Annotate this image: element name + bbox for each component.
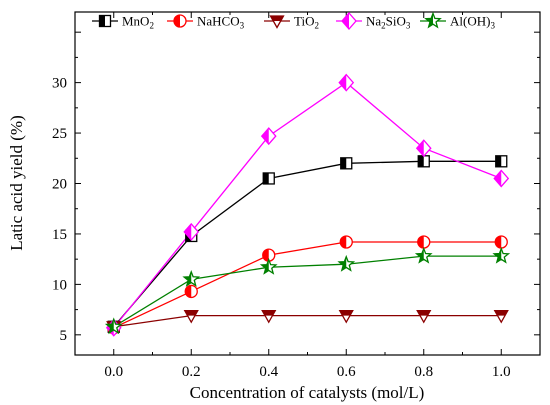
data-point-1-4	[417, 235, 431, 249]
data-point-4-0	[104, 317, 123, 335]
series-line-0	[113, 160, 502, 328]
y-tick-label: 25	[52, 126, 67, 142]
y-tick-label: 20	[52, 177, 67, 193]
legend-marker	[269, 15, 285, 29]
legend-label-part: NaHCO	[197, 14, 240, 29]
data-point-4-4	[414, 246, 433, 264]
legend-label-part: 2	[381, 21, 386, 31]
data-point-0-4	[417, 155, 430, 168]
data-point-2-4	[416, 310, 432, 324]
x-tick-label: 0.8	[414, 364, 433, 380]
legend-label: NaHCO3	[197, 14, 245, 31]
data-point-0-3	[340, 157, 353, 170]
legend-label: Na2SiO3	[366, 14, 411, 31]
data-point-4-1	[182, 270, 201, 287]
series-lines	[113, 81, 502, 329]
data-point-2-5	[493, 310, 509, 324]
x-axis-title: Concentration of catalysts (mol/L)	[190, 383, 425, 402]
data-point-1-1	[184, 284, 198, 299]
data-point-1-3	[339, 235, 353, 249]
series-markers	[104, 73, 511, 337]
legend-label-part: 2	[314, 21, 319, 31]
plot-frame	[74, 11, 541, 356]
legend-label-part: MnO	[122, 14, 149, 29]
legend-label: Al(OH)3	[450, 14, 495, 31]
series-line-4	[113, 255, 502, 328]
y-tick-label: 15	[52, 227, 67, 243]
legend-label: TiO2	[294, 14, 319, 31]
data-point-2-1	[183, 310, 199, 324]
data-point-3-3	[338, 73, 355, 92]
y-tick-label: 5	[60, 328, 68, 344]
legend-label-part: 3	[490, 21, 495, 31]
data-point-2-3	[338, 310, 354, 324]
legend: MnO2 NaHCO3 TiO2 Na2SiO3 Al(OH)3	[92, 11, 495, 31]
y-axis-title: Latic acid yield (%)	[7, 115, 26, 250]
x-tick-label: 0.0	[104, 364, 123, 380]
data-point-2-2	[261, 310, 277, 324]
legend-item-2: TiO2	[264, 14, 319, 31]
y-tick-label: 10	[52, 277, 67, 293]
legend-label-part: 3	[406, 21, 411, 31]
legend-marker	[424, 11, 442, 29]
data-point-3-1	[183, 222, 200, 241]
legend-marker	[173, 14, 187, 28]
legend-marker	[98, 14, 112, 28]
data-point-4-5	[492, 246, 511, 264]
legend-label-part: Na	[366, 14, 381, 29]
legend-label: MnO2	[122, 14, 154, 31]
data-point-0-5	[495, 155, 508, 168]
legend-item-1: NaHCO3	[167, 14, 245, 31]
legend-label-part: TiO	[294, 14, 314, 29]
data-point-3-2	[260, 127, 277, 146]
x-tick-label: 1.0	[492, 364, 511, 380]
legend-label-part: SiO	[386, 14, 406, 29]
series-line-1	[113, 241, 502, 329]
data-point-0-2	[262, 172, 275, 185]
data-point-4-2	[259, 257, 278, 275]
legend-label-part: 3	[240, 21, 245, 31]
legend-item-0: MnO2	[92, 14, 154, 31]
data-point-4-3	[337, 254, 356, 272]
legend-marker	[341, 12, 357, 30]
y-tick-label: 30	[52, 76, 67, 92]
axis-ticks: 5 10 15 20 25 30 0.0 0.2 0.4 0.6 0.8 1.0	[52, 12, 541, 380]
legend-label-part: Al(OH)	[450, 14, 490, 29]
x-tick-label: 0.2	[182, 364, 201, 380]
data-point-3-4	[415, 139, 432, 158]
x-tick-label: 0.4	[259, 364, 278, 380]
series-line-3	[113, 81, 502, 329]
data-point-1-5	[494, 235, 508, 249]
legend-label-part: 2	[149, 21, 154, 31]
legend-item-3: Na2SiO3	[336, 12, 411, 31]
legend-item-4: Al(OH)3	[420, 11, 495, 31]
series-line-2	[113, 315, 502, 328]
data-point-3-5	[493, 169, 510, 188]
x-tick-label: 0.6	[337, 364, 356, 380]
data-point-1-2	[262, 248, 276, 262]
